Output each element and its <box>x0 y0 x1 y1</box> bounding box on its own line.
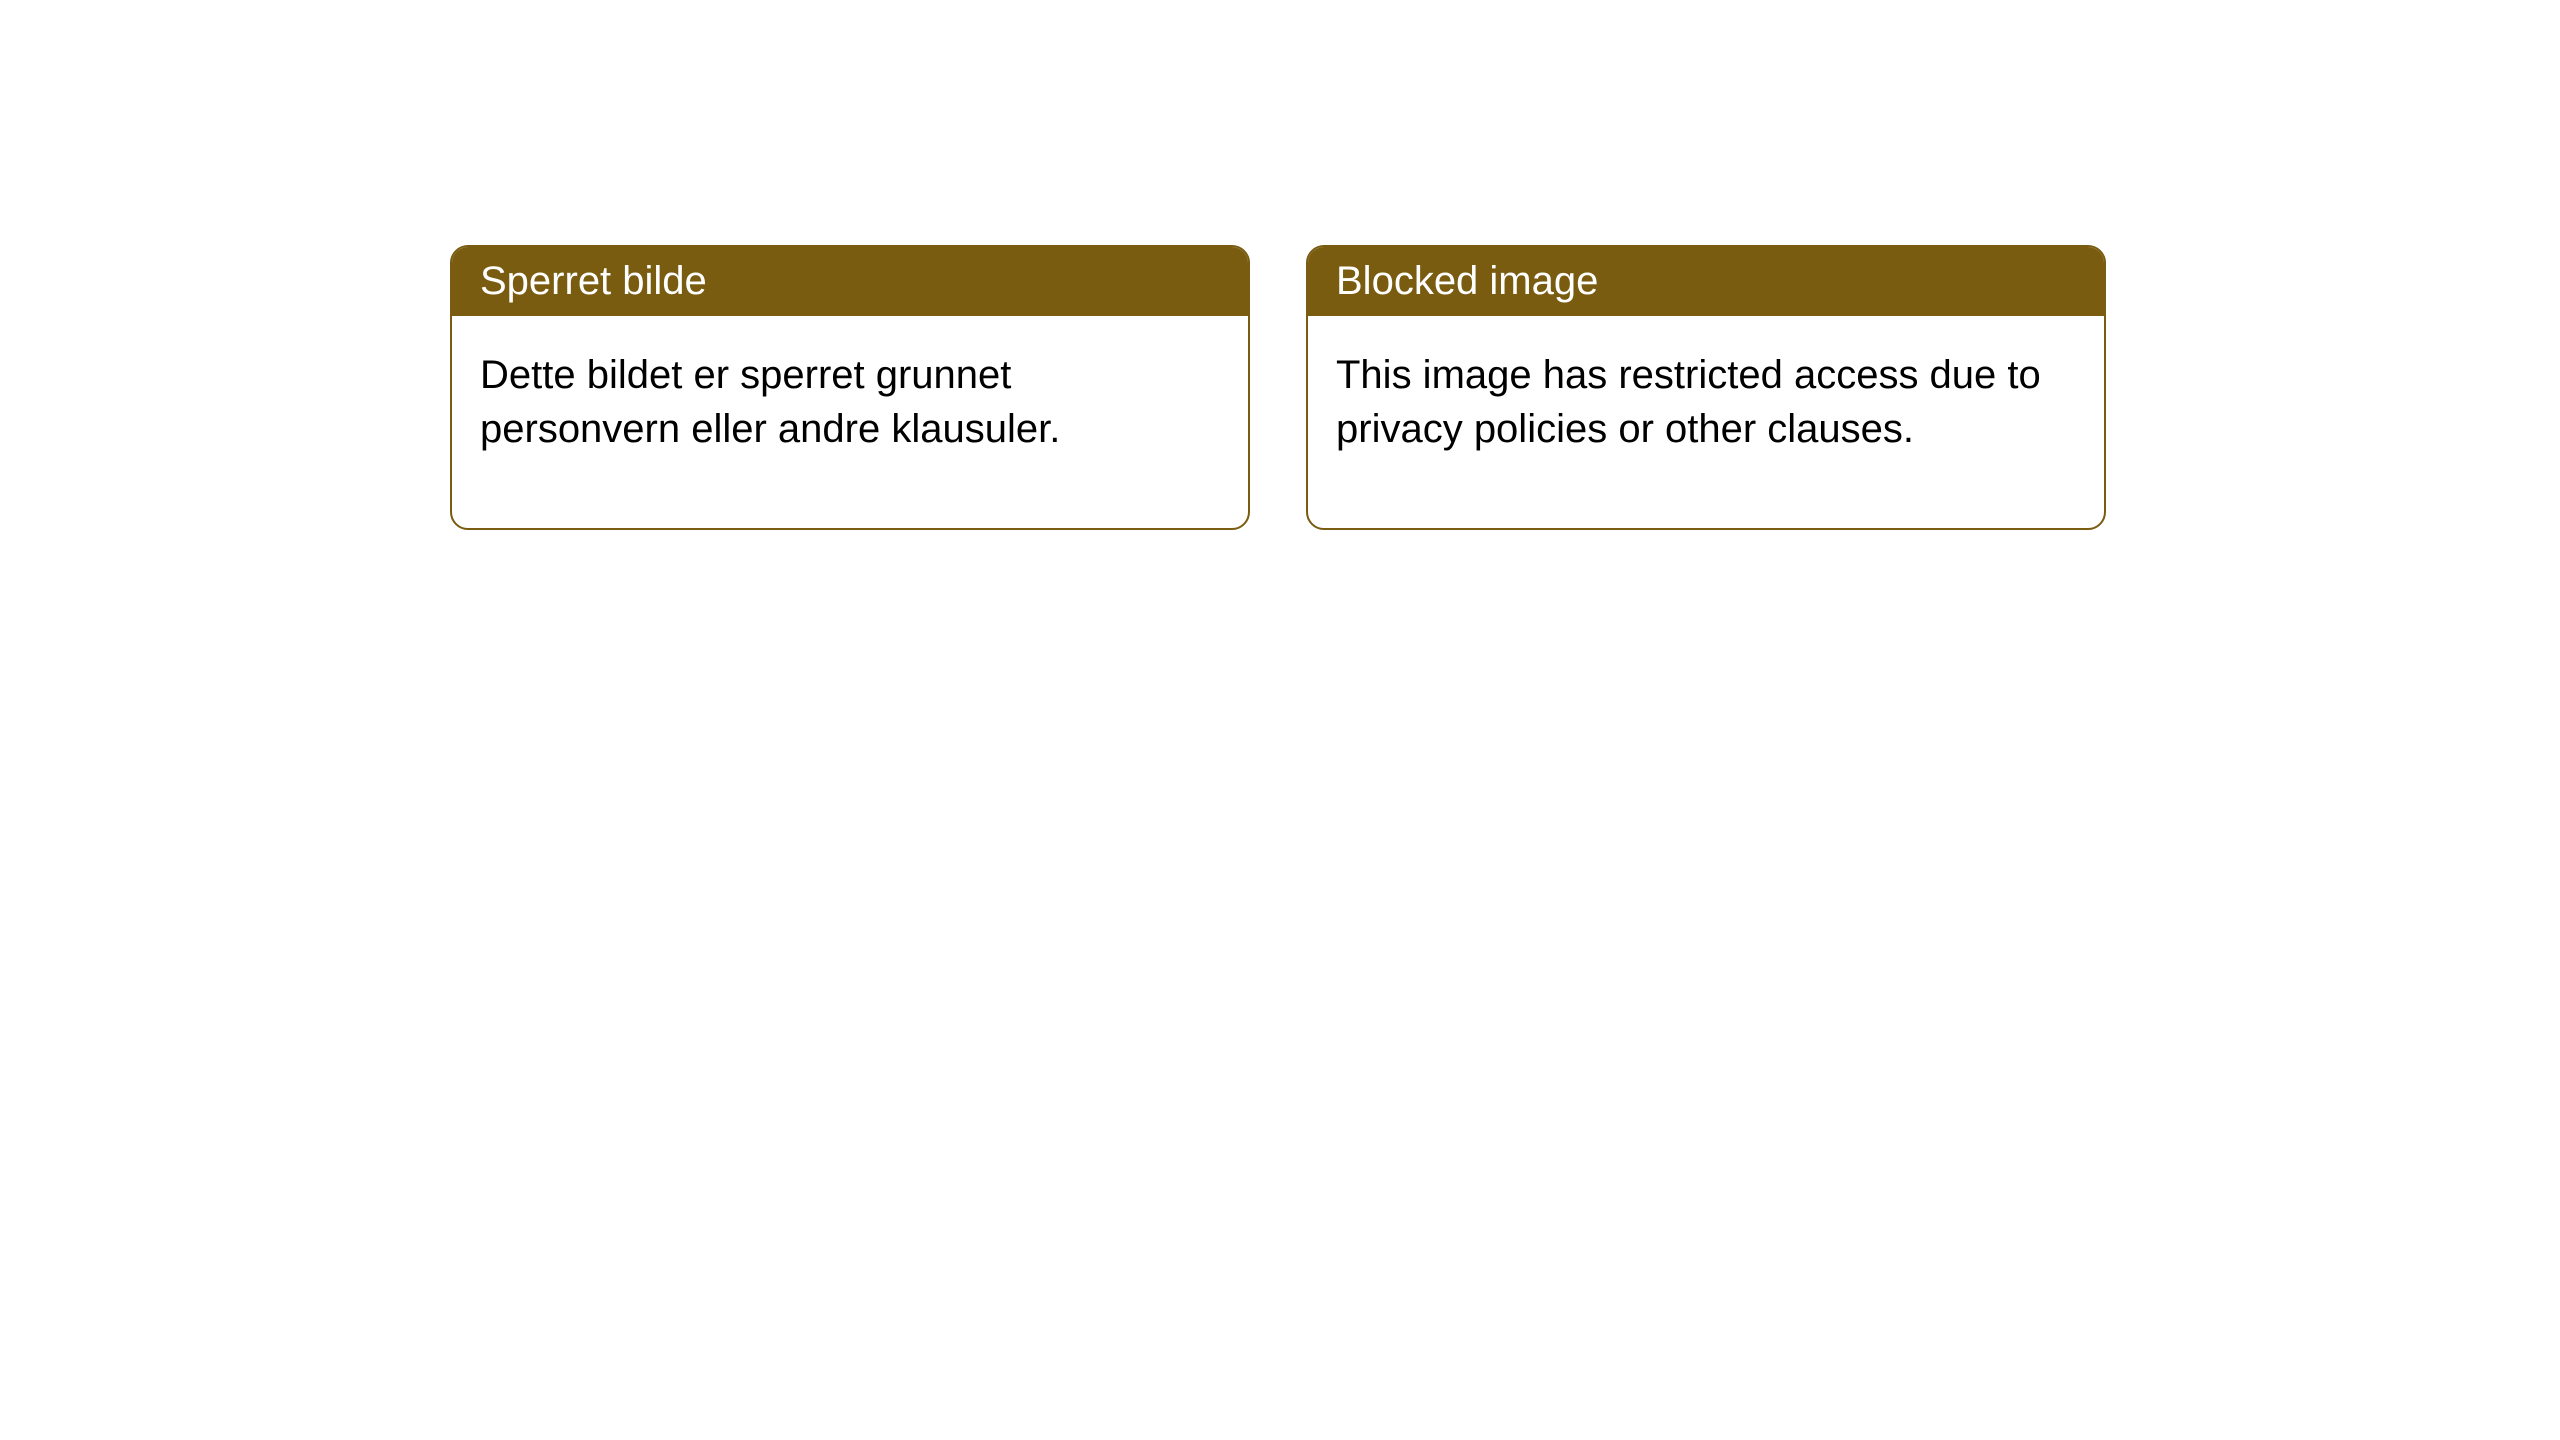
notice-card-english: Blocked image This image has restricted … <box>1306 245 2106 530</box>
notice-body: This image has restricted access due to … <box>1308 316 2104 528</box>
notice-card-norwegian: Sperret bilde Dette bildet er sperret gr… <box>450 245 1250 530</box>
notice-title: Sperret bilde <box>452 247 1248 316</box>
notice-body: Dette bildet er sperret grunnet personve… <box>452 316 1248 528</box>
notice-title: Blocked image <box>1308 247 2104 316</box>
blocked-image-notices: Sperret bilde Dette bildet er sperret gr… <box>450 245 2106 530</box>
